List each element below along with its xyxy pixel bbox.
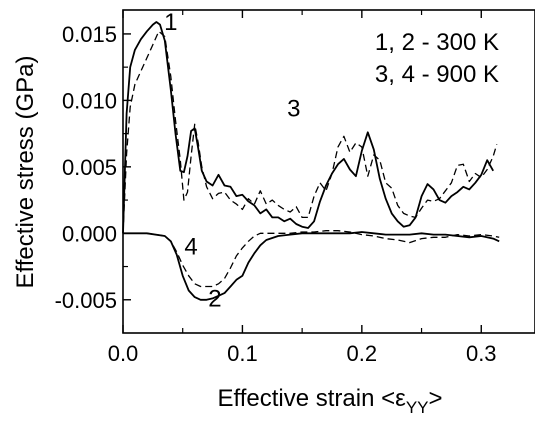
x-axis-title: Effective strain <εYY> (217, 385, 442, 417)
curve-label-2: 2 (208, 285, 221, 312)
x-axis-title-subscript: YY (406, 398, 429, 417)
x-tick-label: 0.3 (466, 341, 497, 366)
x-tick-label: 0.1 (227, 341, 258, 366)
y-tick-label: -0.005 (55, 288, 117, 313)
y-tick-label: 0.000 (62, 221, 117, 246)
curve-label-1: 1 (164, 9, 177, 36)
y-tick-label: 0.015 (62, 22, 117, 47)
plot-frame (122, 9, 535, 334)
series-line-2 (122, 30, 498, 234)
x-axis-title-main: Effective strain <ε (217, 385, 406, 412)
series-line-1 (122, 21, 494, 234)
x-axis-title-suffix: > (429, 385, 443, 412)
legend-line-2: 3, 4 - 900 K (375, 61, 499, 88)
curve-labels: 1 2 3 4 (164, 9, 300, 312)
x-tick-label: 0.0 (108, 341, 139, 366)
x-tick-label: 0.2 (347, 341, 378, 366)
curve-label-4: 4 (184, 234, 197, 261)
series-line-3 (123, 231, 500, 301)
y-tick-labels: -0.005 0.000 0.005 0.010 0.015 (55, 22, 117, 313)
legend-line-1: 1, 2 - 300 K (375, 29, 499, 56)
y-axis-title: Effective stress (GPa) (12, 56, 39, 289)
y-tick-label: 0.010 (62, 88, 117, 113)
series-layer (122, 21, 500, 301)
x-tick-labels: 0.0 0.1 0.2 0.3 (108, 341, 497, 366)
series-line-4 (123, 230, 500, 288)
curve-label-3: 3 (287, 95, 300, 122)
y-tick-label: 0.005 (62, 155, 117, 180)
